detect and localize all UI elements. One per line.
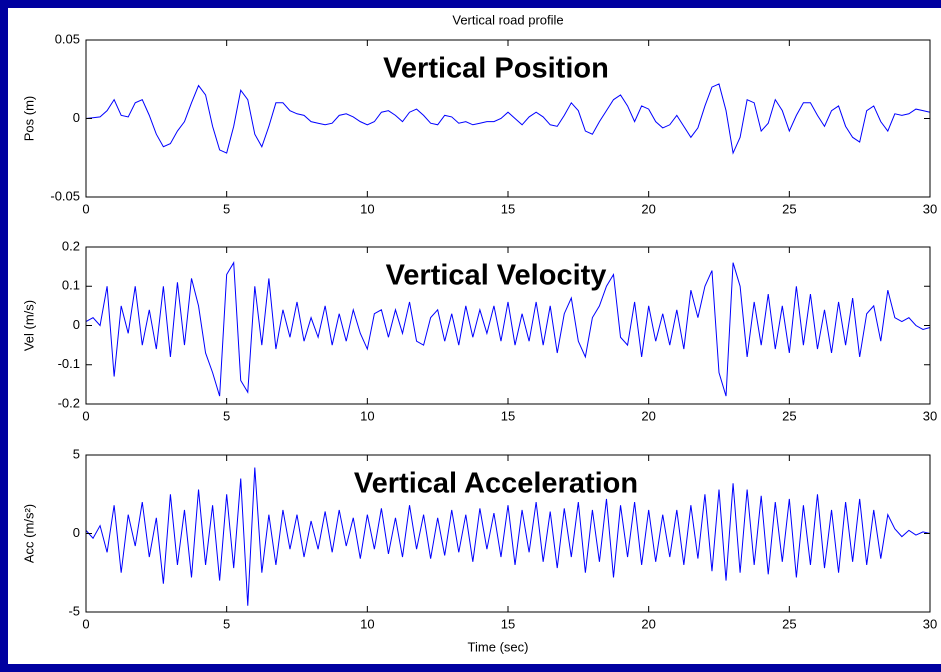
x-tick-label: 30 [923, 201, 937, 216]
chart-title: Vertical road profile [452, 12, 563, 27]
x-tick-label: 5 [223, 201, 230, 216]
data-line [85, 467, 931, 606]
y-tick-label: 5 [73, 446, 80, 461]
y-axis-label: Acc (m/s²) [21, 504, 36, 563]
annotation: Vertical Acceleration [354, 468, 638, 500]
x-tick-label: 15 [501, 616, 515, 631]
x-tick-label: 15 [501, 201, 515, 216]
y-tick-label: -0.05 [50, 188, 80, 203]
x-tick-label: 0 [82, 201, 89, 216]
plot-area [86, 40, 930, 197]
y-tick-label: 0.05 [55, 31, 80, 46]
x-tick-label: 20 [641, 408, 655, 423]
y-tick-label: -0.2 [58, 395, 80, 410]
y-tick-label: -5 [68, 603, 80, 618]
x-tick-label: 15 [501, 408, 515, 423]
x-tick-label: 20 [641, 616, 655, 631]
x-tick-label: 10 [360, 201, 374, 216]
y-tick-label: -0.1 [58, 356, 80, 371]
x-axis-label: Time (sec) [468, 639, 529, 654]
x-tick-label: 25 [782, 616, 796, 631]
data-line [85, 83, 931, 155]
y-axis-label: Pos (m) [21, 96, 36, 142]
annotation: Vertical Position [383, 53, 609, 85]
x-tick-label: 5 [223, 616, 230, 631]
x-tick-label: 0 [82, 408, 89, 423]
x-tick-label: 10 [360, 616, 374, 631]
y-tick-label: 0.2 [62, 238, 80, 253]
x-tick-label: 30 [923, 408, 937, 423]
plot-area [86, 247, 930, 404]
x-tick-label: 10 [360, 408, 374, 423]
x-tick-label: 25 [782, 408, 796, 423]
x-tick-label: 20 [641, 201, 655, 216]
y-axis-label: Vel (m/s) [21, 300, 36, 351]
x-tick-label: 25 [782, 201, 796, 216]
plot-area [86, 455, 930, 612]
x-tick-label: 0 [82, 616, 89, 631]
y-tick-label: 0 [73, 525, 80, 540]
x-tick-label: 30 [923, 616, 937, 631]
x-tick-label: 5 [223, 408, 230, 423]
y-tick-label: 0.1 [62, 278, 80, 293]
y-tick-label: 0 [73, 110, 80, 125]
data-line [85, 261, 931, 397]
y-tick-label: 0 [73, 317, 80, 332]
annotation: Vertical Velocity [386, 260, 607, 292]
